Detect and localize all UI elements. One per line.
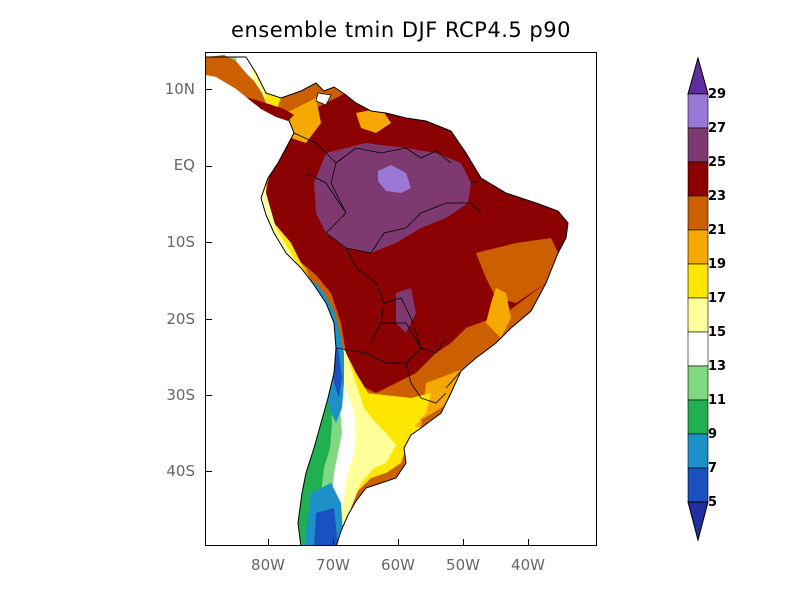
shade-19-21-nw	[286, 98, 321, 143]
lake-maracaibo	[315, 92, 332, 106]
colorbar-swatch-17-19	[687, 263, 709, 299]
lon-tick	[333, 539, 334, 546]
colorbar-label-17: 17	[708, 291, 727, 306]
lon-tick	[398, 539, 399, 546]
lat-label-20s: 20S	[166, 310, 195, 328]
colorbar-swatch-25-27	[687, 127, 709, 163]
colorbar-swatch-13-15	[687, 331, 709, 367]
colorbar-swatch-15-17	[687, 297, 709, 333]
lat-tick	[205, 471, 212, 472]
lat-label-eq: EQ	[173, 156, 195, 174]
colorbar-label-11: 11	[708, 393, 727, 408]
lon-label-60w: 60W	[381, 556, 415, 574]
colorbar-swatch-11-13	[687, 365, 709, 401]
temperature-map	[206, 55, 569, 545]
colorbar-label-27: 27	[708, 121, 727, 136]
lat-label-40s: 40S	[166, 462, 195, 480]
shade-17-19-plata	[366, 393, 431, 433]
coastline	[206, 56, 569, 545]
central-america	[206, 55, 266, 105]
lon-tick	[528, 539, 529, 546]
lat-label-10n: 10N	[164, 80, 195, 98]
shade-5-7-south	[314, 508, 338, 545]
colorbar-label-5: 5	[708, 495, 718, 510]
lat-tick	[205, 166, 212, 167]
lat-tick	[205, 395, 212, 396]
lat-label-10s: 10S	[166, 233, 195, 251]
colorbar-swatch-27-29	[687, 93, 709, 129]
colorbar-swatch-5-7	[687, 467, 709, 503]
lon-label-40w: 40W	[511, 556, 545, 574]
colorbar-label-15: 15	[708, 325, 727, 340]
colorbar-label-23: 23	[708, 189, 727, 204]
lat-tick	[205, 89, 212, 90]
shade-27-29	[378, 165, 411, 193]
panama	[246, 97, 294, 121]
colorbar-swatch-19-21	[687, 229, 709, 265]
map-panel	[205, 52, 597, 546]
lon-label-80w: 80W	[251, 556, 285, 574]
colorbar-label-25: 25	[708, 155, 727, 170]
colorbar-swatch-7-9	[687, 433, 709, 469]
shade-19-21-venezuela	[356, 108, 391, 133]
map-title: ensemble tmin DJF RCP4.5 p90	[231, 18, 571, 42]
lon-label-70w: 70W	[316, 556, 350, 574]
shade-25-27	[314, 143, 471, 253]
shade-21-23-ne	[476, 238, 558, 303]
colorbar-label-19: 19	[708, 257, 727, 272]
colorbar-top-arrow	[687, 56, 709, 95]
lon-label-50w: 50W	[446, 556, 480, 574]
colorbar	[687, 56, 709, 542]
colorbar-swatch-21-23	[687, 195, 709, 231]
lat-tick	[205, 319, 212, 320]
shade-19-21-brazil	[486, 288, 511, 338]
lon-tick	[463, 539, 464, 546]
lat-tick	[205, 242, 212, 243]
country-borders	[293, 132, 482, 404]
colorbar-swatch-9-11	[687, 399, 709, 435]
colorbar-label-13: 13	[708, 359, 727, 374]
colorbar-label-7: 7	[708, 461, 718, 476]
shade-25-27-south	[396, 288, 416, 333]
colorbar-label-9: 9	[708, 427, 718, 442]
lon-tick	[268, 539, 269, 546]
colorbar-swatch-23-25	[687, 161, 709, 197]
colorbar-bottom-arrow	[687, 501, 709, 542]
colorbar-label-29: 29	[708, 87, 727, 102]
colorbar-label-21: 21	[708, 223, 727, 238]
lat-label-30s: 30S	[166, 386, 195, 404]
